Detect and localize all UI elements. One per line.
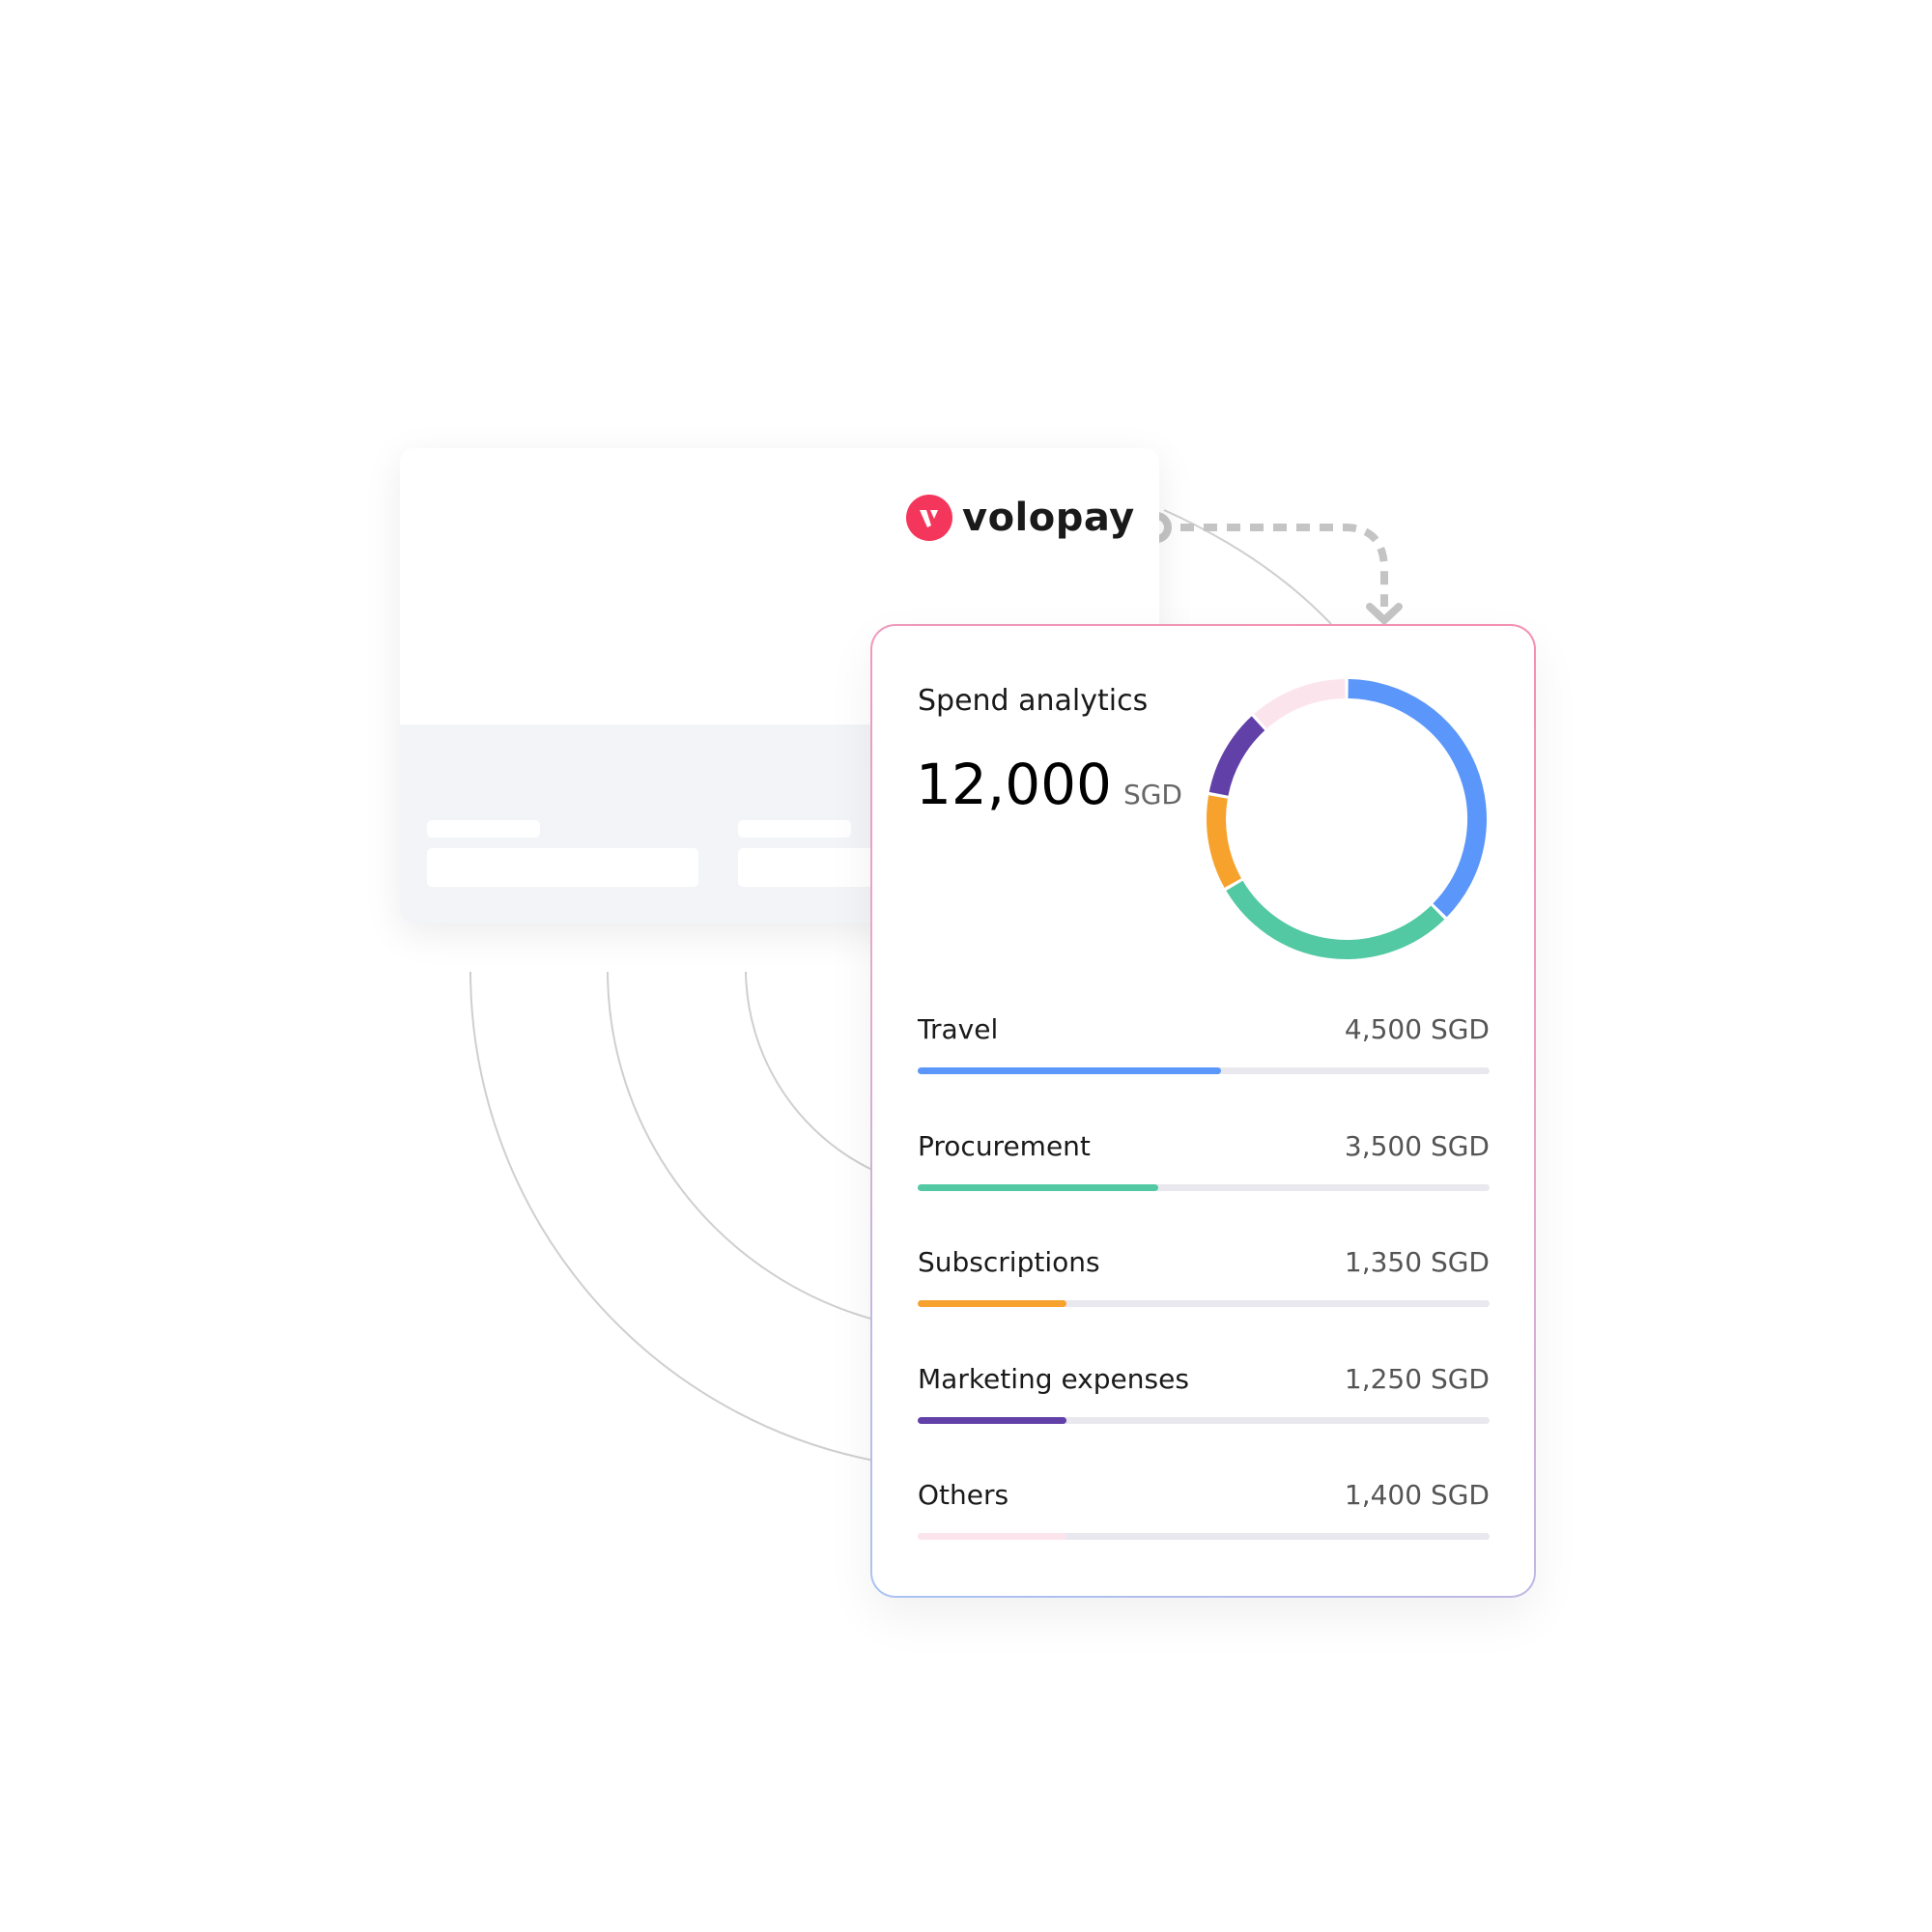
category-value: 1,400 SGD: [1344, 1479, 1490, 1511]
volopay-logo-icon: [906, 495, 952, 541]
category-progress-fill: [918, 1067, 1221, 1074]
category-progress-track: [918, 1533, 1490, 1540]
category-progress-fill: [918, 1183, 1158, 1191]
spend-analytics-card: Spend analytics 12,000 SGD Travel 4,500 …: [870, 624, 1536, 1598]
brand-name: volopay: [962, 496, 1135, 540]
donut-segment-procurement: [1226, 880, 1445, 959]
category-progress-fill: [918, 1416, 1066, 1424]
category-row: Others 1,400 SGD: [918, 1479, 1490, 1556]
placeholder-label: [738, 820, 851, 838]
category-row: Subscriptions 1,350 SGD: [918, 1246, 1490, 1323]
category-label: Marketing expenses: [918, 1362, 1189, 1395]
category-value: 1,250 SGD: [1344, 1362, 1490, 1395]
category-label: Travel: [918, 1013, 999, 1045]
card-title: Spend analytics: [918, 684, 1149, 718]
category-progress-track: [918, 1300, 1490, 1307]
category-progress-fill: [918, 1533, 1066, 1540]
category-value: 3,500 SGD: [1344, 1129, 1490, 1162]
category-label: Subscriptions: [918, 1246, 1100, 1278]
dashed-connector: [1141, 512, 1403, 626]
donut-segment-others: [1254, 679, 1346, 729]
category-progress-track: [918, 1416, 1490, 1424]
category-progress-track: [918, 1067, 1490, 1074]
category-label: Others: [918, 1479, 1009, 1511]
volopay-logo: volopay: [906, 495, 1135, 541]
arc-outer: [469, 971, 875, 1462]
placeholder-field: [427, 848, 698, 887]
category-row: Travel 4,500 SGD: [918, 1013, 1490, 1091]
arrow-down-icon: [1366, 603, 1403, 626]
total-currency: SGD: [1122, 779, 1182, 810]
arc-inner: [745, 971, 875, 1172]
category-row: Marketing expenses 1,250 SGD: [918, 1363, 1490, 1440]
category-value: 4,500 SGD: [1344, 1013, 1490, 1045]
arc-middle: [607, 971, 875, 1321]
donut-segment-marketing-expenses: [1208, 716, 1265, 797]
donut-segment-travel: [1348, 679, 1487, 918]
spend-donut-chart: [1207, 679, 1487, 959]
total-amount: 12,000: [916, 752, 1112, 817]
category-row: Procurement 3,500 SGD: [918, 1130, 1490, 1208]
category-progress-fill: [918, 1300, 1066, 1307]
placeholder-label: [427, 820, 540, 838]
category-label: Procurement: [918, 1129, 1091, 1162]
category-value: 1,350 SGD: [1344, 1246, 1490, 1278]
category-progress-track: [918, 1183, 1490, 1191]
donut-segment-subscriptions: [1207, 795, 1242, 888]
total-spend: 12,000 SGD: [916, 752, 1182, 817]
connector-line: [1163, 509, 1332, 625]
